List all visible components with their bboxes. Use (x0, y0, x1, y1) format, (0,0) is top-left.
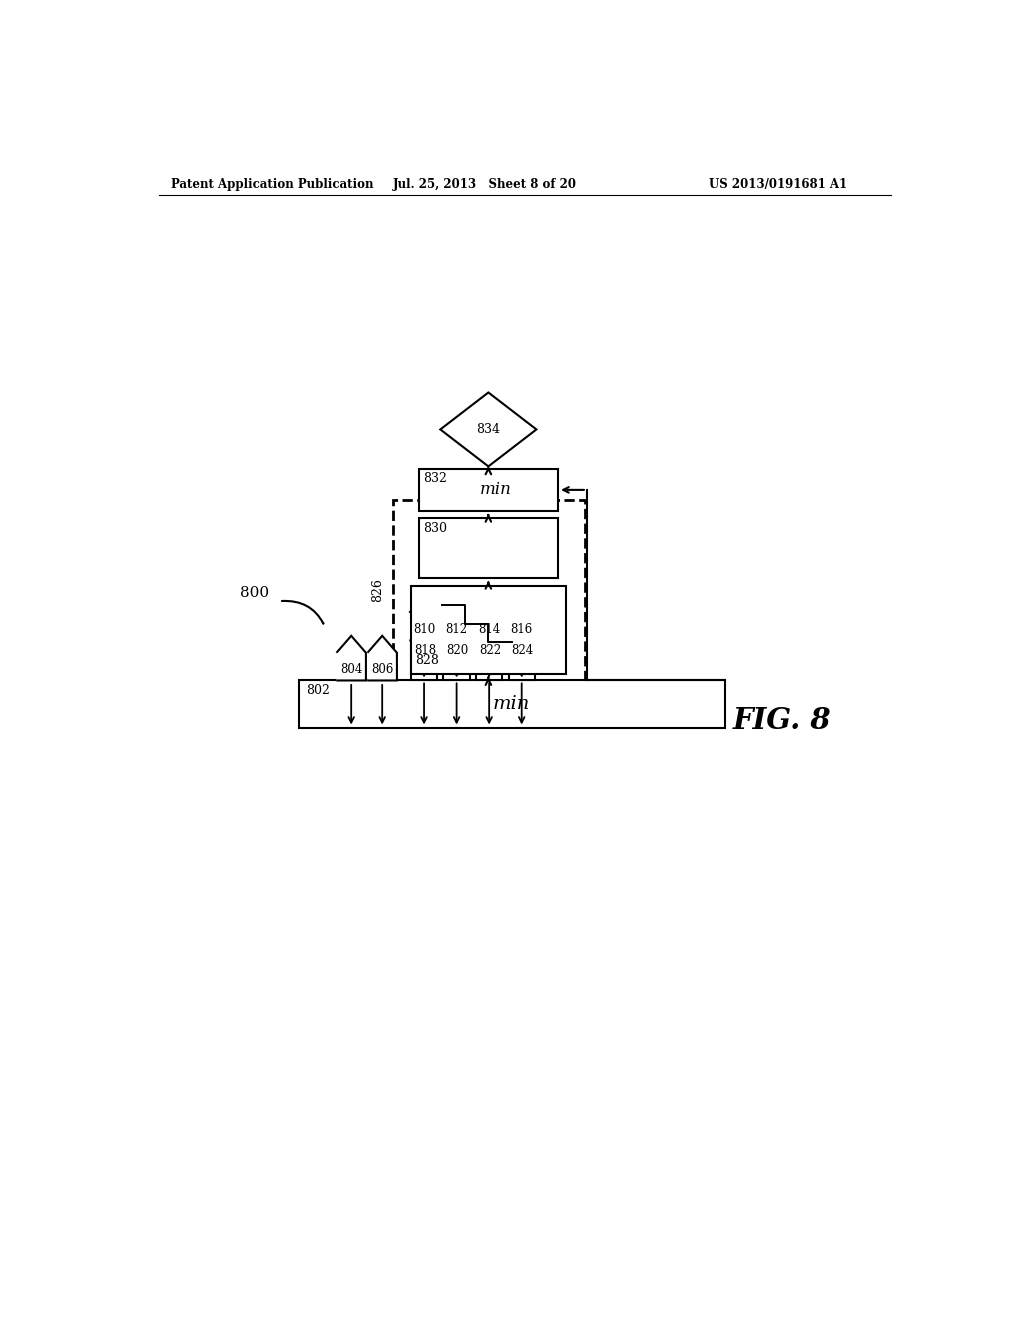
Text: 822: 822 (479, 644, 501, 656)
Bar (411, 586, 566, 675)
Text: 826: 826 (371, 578, 384, 602)
Text: 820: 820 (446, 644, 469, 656)
Text: Jul. 25, 2013   Sheet 8 of 20: Jul. 25, 2013 Sheet 8 of 20 (392, 178, 577, 190)
Text: 802: 802 (306, 684, 330, 697)
Text: FIG. 8: FIG. 8 (732, 706, 831, 735)
Bar (443, 640, 470, 681)
Polygon shape (440, 392, 537, 466)
Text: 830: 830 (423, 521, 447, 535)
Text: 806: 806 (371, 663, 393, 676)
Bar (393, 499, 586, 681)
Text: 832: 832 (423, 471, 447, 484)
Text: 818: 818 (414, 644, 436, 656)
Text: 810: 810 (413, 623, 435, 636)
Bar (299, 681, 725, 729)
Text: 824: 824 (512, 644, 534, 656)
Polygon shape (368, 636, 397, 681)
Polygon shape (410, 595, 438, 640)
Text: 814: 814 (478, 623, 501, 636)
Text: 812: 812 (445, 623, 468, 636)
Polygon shape (442, 595, 471, 640)
Text: 828: 828 (416, 653, 439, 667)
Text: Patent Application Publication: Patent Application Publication (171, 178, 373, 190)
FancyArrowPatch shape (282, 601, 324, 623)
Text: min: min (480, 482, 512, 499)
Bar (509, 640, 535, 681)
Text: 834: 834 (476, 422, 501, 436)
Bar (476, 640, 503, 681)
Polygon shape (337, 636, 366, 681)
Bar (419, 517, 558, 578)
Text: US 2013/0191681 A1: US 2013/0191681 A1 (710, 178, 848, 190)
Polygon shape (474, 595, 504, 640)
Text: 816: 816 (511, 623, 532, 636)
Text: 800: 800 (241, 586, 269, 601)
Bar (411, 640, 437, 681)
Bar (419, 469, 558, 511)
Text: min: min (493, 696, 530, 713)
Polygon shape (507, 595, 537, 640)
Text: 804: 804 (340, 663, 362, 676)
